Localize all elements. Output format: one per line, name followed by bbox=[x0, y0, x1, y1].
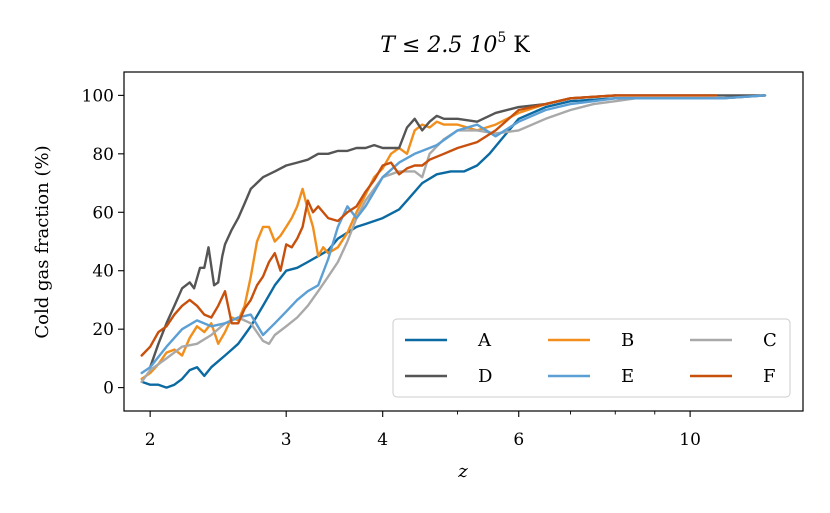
y-tick-label: 80 bbox=[92, 145, 114, 165]
legend-label-d: D bbox=[478, 366, 492, 387]
chart-title: T ≤ 2.5 105 K bbox=[380, 30, 530, 58]
y-axis-label: Cold gas fraction (%) bbox=[32, 145, 53, 338]
legend-box bbox=[392, 318, 791, 398]
x-tick-label: 2 bbox=[145, 430, 156, 450]
y-tick-label: 60 bbox=[92, 203, 114, 223]
series-line-d bbox=[149, 94, 767, 369]
series-line-b bbox=[140, 94, 617, 381]
y-tick-label: 0 bbox=[103, 379, 114, 399]
x-tick-label: 6 bbox=[513, 430, 524, 450]
chart-title-main: T ≤ 2.5 10 bbox=[380, 33, 497, 58]
series-layer bbox=[140, 94, 767, 389]
legend-label-c: C bbox=[763, 330, 777, 351]
legend-label-a: A bbox=[477, 330, 492, 351]
legend-label-f: F bbox=[763, 366, 776, 387]
y-tick-label: 100 bbox=[82, 86, 114, 106]
x-tick-label: 3 bbox=[281, 430, 292, 450]
series-line-f bbox=[140, 94, 718, 357]
legend: A B C D E F bbox=[392, 318, 791, 398]
axes-frame bbox=[123, 71, 804, 412]
y-tick-label: 20 bbox=[92, 320, 114, 340]
y-tick-label: 40 bbox=[92, 262, 114, 282]
x-tick-label: 4 bbox=[377, 430, 388, 450]
series-line-e bbox=[140, 94, 767, 375]
x-tick-label: 10 bbox=[679, 430, 701, 450]
chart-title-sup: 5 bbox=[497, 30, 506, 46]
chart-title-tail: K bbox=[506, 33, 530, 58]
legend-label-b: B bbox=[621, 330, 634, 351]
x-axis-label: z bbox=[457, 461, 468, 482]
legend-label-e: E bbox=[621, 366, 634, 387]
